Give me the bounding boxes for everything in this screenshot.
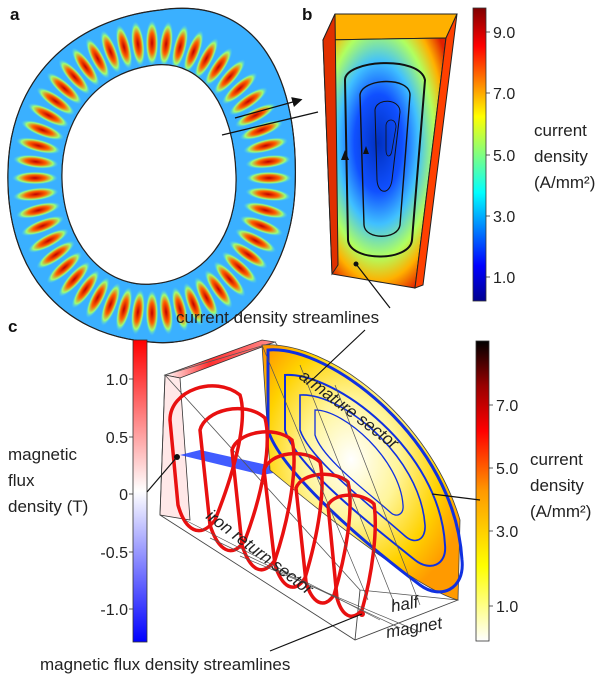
current-c-tick-label: 3.0	[496, 524, 518, 541]
callout-line-b	[355, 263, 391, 309]
flux-streamlines-callout: magnetic flux density streamlines	[40, 655, 290, 674]
ring-stator	[7, 7, 297, 344]
panel-b: b 9.0 7.0 5.0 3.0 1.0 current density (A/mm²…	[176, 5, 595, 327]
ring-cell	[204, 47, 233, 87]
ring-cell	[46, 72, 83, 105]
current-streamlines	[343, 62, 427, 258]
ring-cell	[183, 30, 204, 74]
ring-cell	[27, 228, 69, 253]
ring-cell	[235, 228, 277, 253]
zoom-arrows	[221, 97, 319, 136]
ring-cell	[245, 154, 291, 169]
ring-cell	[171, 286, 189, 332]
ring-cell	[246, 171, 292, 185]
ring-cell	[36, 87, 75, 116]
flux-tick-label: 0.5	[106, 430, 128, 447]
sector-block	[322, 13, 458, 289]
half-label: half	[389, 592, 422, 616]
flux-tick-label: -0.5	[100, 545, 128, 562]
ring-cell	[85, 276, 110, 319]
ring-cell	[171, 24, 189, 70]
ring-cell	[194, 276, 219, 319]
colorbar-current-c: 7.0 5.0 3.0 1.0 current density (A/mm²)	[475, 340, 591, 642]
flux-tick-label: 1.0	[106, 372, 128, 389]
ring-cell	[213, 59, 246, 95]
ring-cell	[159, 289, 174, 335]
ring-current-cells	[12, 20, 292, 336]
ring-cell	[58, 59, 91, 95]
ring-cell	[245, 187, 291, 202]
flux-label-1: magnetic	[8, 445, 77, 464]
ring-cell	[183, 282, 204, 326]
ring-cell	[12, 171, 58, 185]
ring-cell	[16, 201, 61, 219]
ring-cell	[27, 103, 69, 128]
ring-cell	[130, 21, 145, 67]
ring-cell	[13, 154, 59, 169]
ring-cell	[85, 37, 110, 80]
panel-c: c 1.0 0.5 0 -0.5 -1.0 magnetic flux density …	[8, 317, 591, 674]
current-c-label-2: density	[530, 476, 584, 495]
ring-cell	[46, 251, 83, 284]
colorbar-b-tick-label: 1.0	[493, 270, 515, 287]
panel-a: a	[7, 5, 319, 344]
ring-cell	[130, 289, 145, 335]
flux-label-3: density (T)	[8, 497, 88, 516]
colorbar-b-tick-label: 3.0	[493, 209, 515, 226]
ring-cell	[100, 30, 121, 74]
current-c-label-1: current	[530, 450, 583, 469]
ring-cell	[16, 137, 61, 155]
panel-c-letter: c	[8, 317, 17, 336]
ring-cell	[145, 290, 159, 336]
ring-cell	[159, 21, 174, 67]
ring-cell	[36, 240, 75, 269]
model-grid	[184, 344, 421, 633]
ring-cell	[229, 87, 268, 116]
ring-cell	[71, 47, 100, 87]
panel-b-letter: b	[302, 5, 312, 24]
ring-cell	[221, 72, 258, 105]
ring-cell	[204, 269, 233, 309]
ring-cell	[13, 187, 59, 202]
ring-cell	[58, 261, 91, 297]
ring-cell	[115, 286, 133, 332]
current-c-tick-label: 7.0	[496, 398, 518, 415]
ring-cell	[20, 215, 65, 237]
ring-cell	[239, 215, 284, 237]
panel-a-letter: a	[10, 5, 20, 24]
colorbar-b-tick-label: 7.0	[493, 86, 515, 103]
ring-cell	[145, 20, 159, 66]
colorbar-flux: 1.0 0.5 0 -0.5 -1.0 magnetic flux density (T…	[8, 339, 148, 643]
ring-cell	[194, 37, 219, 80]
colorbar-b-tick-label: 5.0	[493, 148, 515, 165]
ring-cell	[100, 282, 121, 326]
ring-cell	[243, 201, 288, 219]
ring-cell	[71, 269, 100, 309]
ring-cell	[229, 240, 268, 269]
ring-cell	[213, 261, 246, 297]
callout-lines-c	[146, 329, 481, 652]
current-c-tick-label: 5.0	[496, 461, 518, 478]
ring-cell	[20, 119, 65, 141]
colorbar-b-tick-label: 9.0	[493, 25, 515, 42]
ring-cell	[221, 251, 258, 284]
flux-tick-label: -1.0	[100, 602, 128, 619]
current-c-label-3: (A/mm²)	[530, 502, 591, 521]
flux-streamlines	[168, 384, 377, 618]
current-streamlines-callout: current density streamlines	[176, 308, 379, 327]
magnet-label: magnet	[384, 613, 444, 642]
flux-tick-label: 0	[119, 487, 128, 504]
colorbar-b-label-1: current	[534, 121, 587, 140]
ring-cell	[239, 119, 284, 141]
ring-cell	[243, 137, 288, 155]
colorbar-b-label-3: (A/mm²)	[534, 173, 595, 192]
colorbar-b: 9.0 7.0 5.0 3.0 1.0 current density (A/mm²)	[472, 7, 595, 302]
flux-label-2: flux	[8, 471, 35, 490]
colorbar-b-label-2: density	[534, 147, 588, 166]
current-c-tick-label: 1.0	[496, 599, 518, 616]
ring-cell	[115, 24, 133, 70]
